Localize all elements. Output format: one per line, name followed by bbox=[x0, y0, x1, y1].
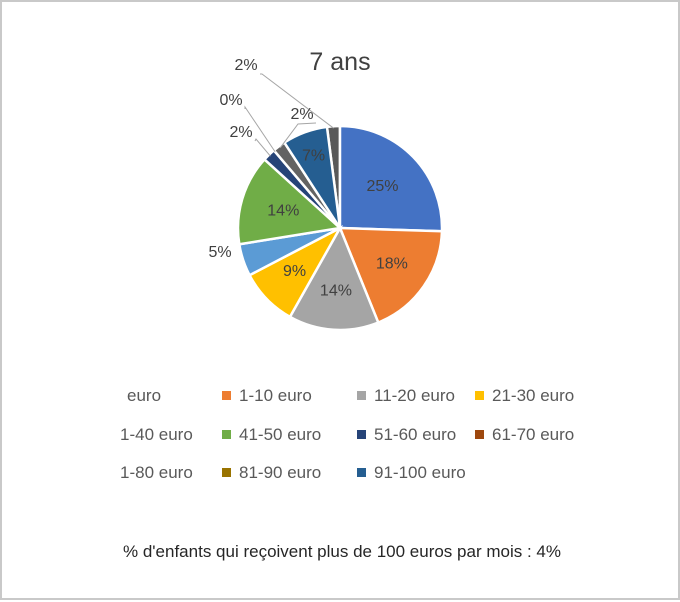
legend-label: 21-30 euro bbox=[492, 386, 575, 405]
slice-label: 25% bbox=[366, 178, 398, 195]
legend-item: 91-100 euro bbox=[357, 461, 466, 485]
slice-label: 2% bbox=[290, 106, 313, 123]
legend-item: 1-80 euro bbox=[120, 461, 193, 485]
legend-swatch bbox=[357, 391, 366, 401]
legend-swatch bbox=[222, 468, 231, 478]
legend-swatch bbox=[222, 391, 231, 401]
legend-item: 21-30 euro bbox=[475, 384, 574, 408]
pie-slice bbox=[338, 226, 444, 325]
legend-item: 51-60 euro bbox=[357, 423, 456, 447]
slice-label: 5% bbox=[208, 244, 231, 261]
legend-label: 91-100 euro bbox=[374, 463, 466, 482]
legend-item: 41-50 euro bbox=[222, 423, 321, 447]
legend-swatch bbox=[475, 391, 484, 401]
legend-label: 41-50 euro bbox=[239, 425, 322, 444]
slice-label: 14% bbox=[320, 282, 352, 299]
pie-slice bbox=[338, 124, 444, 233]
legend-item: 61-70 euro bbox=[475, 423, 574, 447]
footnote: % d'enfants qui reçoivent plus de 100 eu… bbox=[123, 542, 561, 561]
legend-swatch bbox=[222, 430, 231, 440]
legend-item: 1-10 euro bbox=[222, 384, 312, 408]
pie-slice bbox=[288, 225, 380, 332]
legend-swatch bbox=[357, 430, 366, 440]
slice-label: 2% bbox=[229, 124, 252, 141]
slice-label: 7% bbox=[302, 147, 325, 164]
legend-label: 1-10 euro bbox=[239, 386, 312, 405]
legend-label: 61-70 euro bbox=[492, 425, 575, 444]
labels-layer: 2% 25% 18% 14% 9% 5% 14% 2% 0% 2% 7% bbox=[208, 57, 407, 299]
pie-slice bbox=[236, 157, 343, 246]
legend-label: 11-20 euro bbox=[374, 386, 455, 405]
legend-swatch bbox=[357, 468, 366, 478]
leader-line bbox=[244, 105, 276, 153]
slice-label: 2% bbox=[234, 57, 257, 74]
leader-line bbox=[260, 73, 334, 129]
chart-title: 7 ans bbox=[309, 48, 370, 76]
slice-label: 0% bbox=[219, 92, 242, 109]
legend-item: 11-20 euro bbox=[357, 384, 455, 408]
slice-label: 14% bbox=[267, 202, 299, 219]
legend-item: euro bbox=[127, 384, 161, 408]
slices-layer bbox=[236, 124, 444, 332]
legend-item: 1-40 euro bbox=[120, 423, 193, 447]
slice-label: 9% bbox=[283, 263, 306, 280]
legend: euro 1-10 euro 11-20 euro 21-30 euro 1-40 eu… bbox=[2, 382, 680, 492]
legend-label: 81-90 euro bbox=[239, 463, 322, 482]
legend-label: euro bbox=[127, 386, 162, 405]
legend-item: 81-90 euro bbox=[222, 461, 321, 485]
legend-label: 1-80 euro bbox=[120, 463, 193, 482]
leader-line bbox=[279, 122, 317, 149]
leader-line bbox=[254, 138, 271, 157]
slice-label: 18% bbox=[376, 255, 408, 272]
legend-label: 1-40 euro bbox=[120, 425, 193, 444]
legend-swatch bbox=[475, 430, 484, 440]
legend-label: 51-60 euro bbox=[374, 425, 457, 444]
